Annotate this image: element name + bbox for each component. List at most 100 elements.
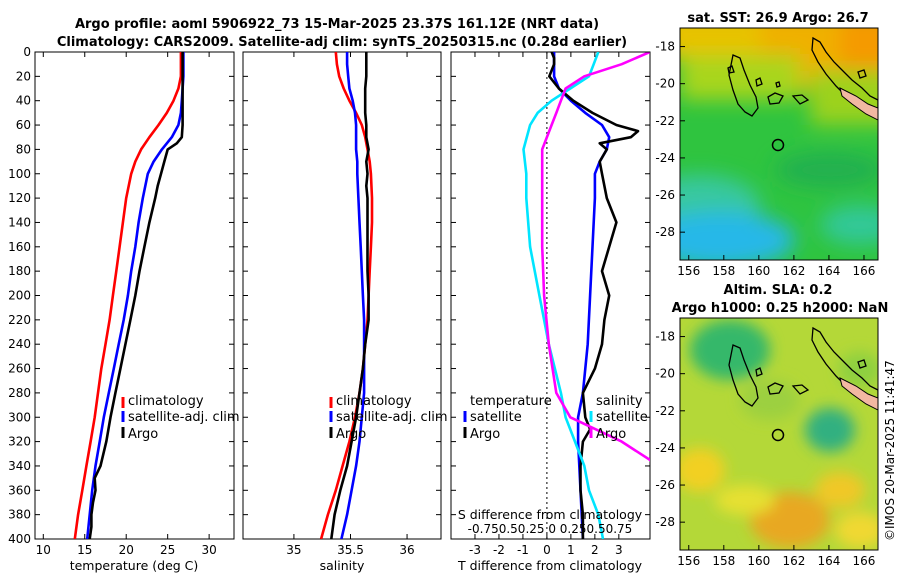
- map-x-tick-label: 162: [782, 554, 805, 568]
- argo-float-marker: [771, 138, 785, 152]
- argo-float-marker: [771, 428, 785, 442]
- island-outline: [767, 92, 784, 105]
- x-tick-label: -3: [469, 543, 481, 557]
- y-tick-label: 120: [8, 191, 31, 205]
- salinity-legend: climatology satellite-adj. clim Argo: [329, 394, 448, 442]
- y-tick-label: 380: [8, 508, 31, 522]
- x-tick-label: -1: [517, 543, 529, 557]
- series-line-argo: [88, 52, 184, 539]
- legend-s-satellite-label: satellite: [596, 410, 648, 425]
- y-tick-label: 140: [8, 215, 31, 229]
- temperature-xlabel: temperature (deg C): [70, 558, 199, 573]
- x-tick-label: -2: [493, 543, 505, 557]
- y-tick-label: 220: [8, 313, 31, 327]
- salinity-axes: [242, 51, 442, 540]
- map-y-tick-label: -24: [655, 441, 675, 455]
- map-y-tick-label: -28: [655, 515, 675, 529]
- y-tick-label: 0: [23, 45, 31, 59]
- y-tick-label: 300: [8, 410, 31, 424]
- legend-t-argo-label: Argo: [470, 427, 500, 442]
- island-outline: [857, 69, 867, 79]
- x-tick-label: 35: [286, 543, 301, 557]
- map-y-tick-label: -22: [655, 404, 675, 418]
- sla-coastlines: [728, 326, 878, 409]
- figure-title-line1: Argo profile: aoml 5906922_73 15-Mar-202…: [75, 17, 599, 32]
- axis-ticks: 10 15 20 25 30020406080100120140160180200220…: [8, 45, 650, 557]
- legend-t-satellite-label: satellite: [470, 410, 522, 425]
- sla-map: [680, 318, 878, 550]
- map-y-tick-label: -22: [655, 114, 675, 128]
- map-x-tick-label: 158: [712, 554, 735, 568]
- series-line-argo: [330, 52, 370, 539]
- x-tick-label: 35.5: [337, 543, 364, 557]
- x-tick-label: 10: [36, 543, 51, 557]
- x-tick-label: 36: [399, 543, 414, 557]
- sst-map-frame: [679, 27, 879, 261]
- y-tick-label: 80: [16, 142, 31, 156]
- difference-top-ticklabels: -0.750.50.25 0 0.250.50.75: [468, 522, 633, 536]
- map-x-tick-label: 166: [853, 264, 876, 278]
- y-tick-label: 320: [8, 435, 31, 449]
- difference-legend: temperature satellite Argo salinity sate…: [463, 394, 648, 442]
- map-y-tick-label: -24: [655, 151, 675, 165]
- map-y-tick-label: -20: [655, 77, 675, 91]
- y-tick-label: 360: [8, 483, 31, 497]
- map-x-tick-label: 156: [677, 554, 700, 568]
- legend-argo-label: Argo: [336, 427, 366, 442]
- y-tick-label: 240: [8, 337, 31, 351]
- y-tick-label: 40: [16, 94, 31, 108]
- legend-salinity-title: salinity: [596, 394, 643, 409]
- island-outline: [755, 367, 763, 377]
- island-outline: [767, 382, 784, 395]
- map-y-tick-label: -26: [655, 188, 675, 202]
- map-x-tick-label: 166: [853, 554, 876, 568]
- land-fill: [839, 87, 878, 121]
- y-tick-label: 400: [8, 532, 31, 546]
- y-tick-label: 280: [8, 386, 31, 400]
- map-x-tick-label: 164: [817, 264, 840, 278]
- map-y-tick-label: -18: [655, 40, 675, 54]
- island-outline: [811, 36, 878, 119]
- map-y-tick-label: -28: [655, 225, 675, 239]
- x-tick-label: 2: [591, 543, 599, 557]
- x-tick-label: 25: [160, 543, 175, 557]
- map-y-tick-label: -20: [655, 367, 675, 381]
- map-x-tick-label: 164: [817, 554, 840, 568]
- x-tick-label: 30: [201, 543, 216, 557]
- legend-climatology-label: climatology: [336, 394, 412, 409]
- map-x-tick-label: 160: [747, 554, 770, 568]
- island-outline: [727, 65, 735, 74]
- island-outline: [728, 344, 759, 407]
- sla-map-frame: [679, 317, 879, 551]
- legend-satellite-label: satellite-adj. clim: [336, 410, 448, 425]
- y-tick-label: 340: [8, 459, 31, 473]
- y-tick-label: 260: [8, 362, 31, 376]
- series-line-climatology: [73, 52, 183, 539]
- y-tick-label: 20: [16, 69, 31, 83]
- series-line-climatology: [319, 52, 374, 539]
- salinity-plot: [319, 52, 374, 539]
- sst-field-shading: [680, 28, 878, 260]
- island-outline: [811, 326, 878, 409]
- island-outline: [857, 359, 867, 369]
- map-y-tick-label: -18: [655, 330, 675, 344]
- imos-credit: ©IMOS 20-Mar-2025 11:41:47: [883, 360, 897, 541]
- sst-map: [680, 28, 878, 260]
- legend-temperature-title: temperature: [470, 394, 552, 409]
- sst-coastlines: [727, 36, 878, 119]
- legend-argo-label: Argo: [128, 427, 158, 442]
- map-y-tick-label: -26: [655, 478, 675, 492]
- y-tick-label: 180: [8, 264, 31, 278]
- x-tick-label: 0: [543, 543, 551, 557]
- difference-xlabel: T difference from climatology: [457, 558, 643, 573]
- figure-title-line2: Climatology: CARS2009. Satellite-adj cli…: [57, 35, 627, 50]
- land-fill: [839, 377, 878, 411]
- map-ticks: 156 158 160 162 164 166 -18 -20 -22 -24 -26 -28 156 1…: [655, 40, 875, 568]
- legend-climatology-label: climatology: [128, 394, 204, 409]
- island-outline: [791, 384, 810, 395]
- map-x-tick-label: 156: [677, 264, 700, 278]
- y-tick-label: 160: [8, 240, 31, 254]
- temperature-legend: climatology satellite-adj. clim Argo: [121, 394, 240, 442]
